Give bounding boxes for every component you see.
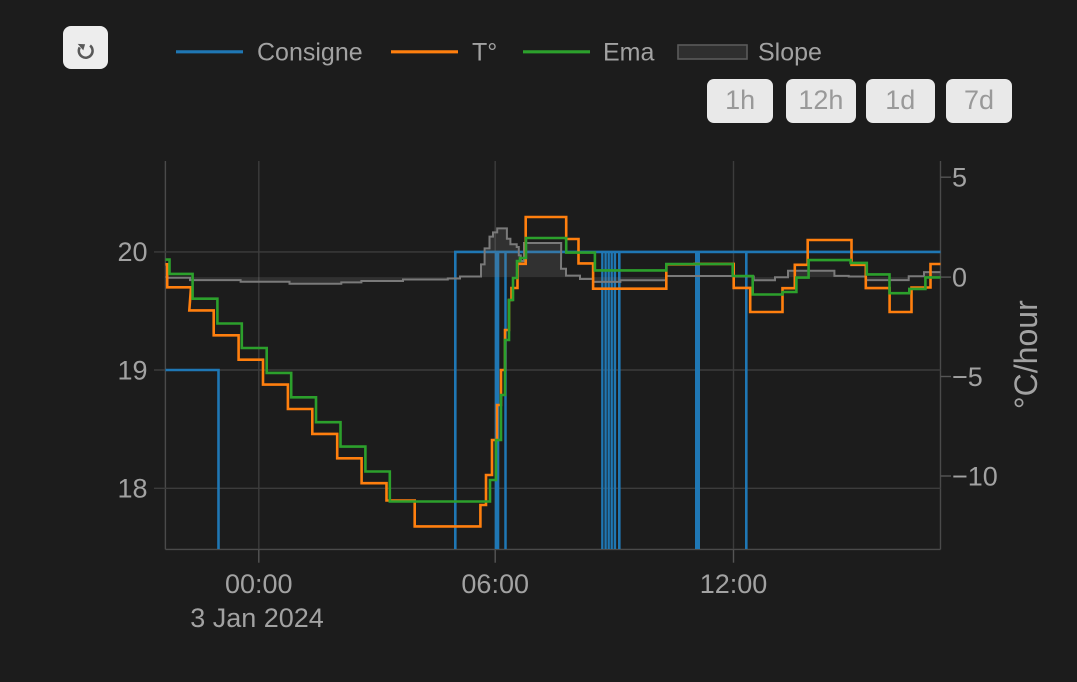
svg-text:18: 18: [117, 474, 147, 504]
svg-text:06:00: 06:00: [461, 569, 529, 599]
svg-text:5: 5: [952, 163, 967, 193]
svg-text:T°: T°: [472, 39, 497, 67]
svg-text:−10: −10: [952, 461, 998, 491]
svg-text:0: 0: [952, 262, 967, 292]
svg-text:−5: −5: [952, 362, 983, 392]
svg-text:20: 20: [117, 237, 147, 267]
svg-text:Consigne: Consigne: [257, 39, 363, 67]
svg-text:3 Jan 2024: 3 Jan 2024: [190, 603, 324, 633]
svg-text:Slope: Slope: [758, 39, 822, 67]
svg-text:°C/hour: °C/hour: [1008, 300, 1044, 409]
svg-text:00:00: 00:00: [225, 569, 293, 599]
svg-text:12:00: 12:00: [700, 569, 768, 599]
svg-text:19: 19: [117, 355, 147, 385]
svg-text:Ema: Ema: [603, 39, 655, 67]
